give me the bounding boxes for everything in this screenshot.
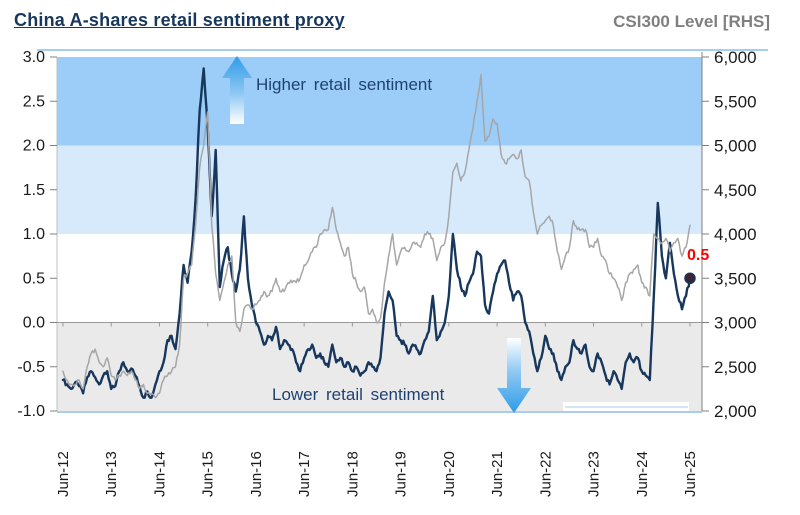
down-arrow-icon [497,338,531,413]
high-sentiment-zone [57,57,702,146]
right-axis-tick-label: 5,500 [714,92,757,111]
elevated-sentiment-zone [57,145,702,234]
x-axis-tick-label: Jun-20 [441,451,458,497]
page-title: China A-shares retail sentiment proxy [14,10,345,30]
x-axis-tick-label: Jun-22 [537,451,554,497]
x-axis-tick-label: Jun-21 [489,451,506,497]
x-axis-tick-label: Jun-24 [634,451,651,497]
right-axis-title: CSI300 Level [RHS] [613,12,770,31]
lower-sentiment-label: Lower retail sentiment [272,385,445,404]
x-axis-tick-label: Jun-13 [103,451,120,497]
left-axis-tick-label: 0.5 [23,270,45,287]
x-axis-tick-label: Jun-17 [296,451,313,497]
right-axis-tick-label: 3,500 [714,269,757,288]
x-axis-tick-label: Jun-25 [682,451,699,497]
csi300-line [62,73,691,399]
x-axis-tick-label: Jun-19 [393,451,410,497]
right-axis-tick-label: 5,000 [714,137,757,156]
right-axis-tick-label: 6,000 [714,48,757,67]
left-axis-tick-label: 2.0 [23,138,45,155]
left-axis-tick-label: 3.0 [23,49,45,66]
left-axis-tick-label: 1.5 [23,182,45,199]
x-axis-tick-label: Jun-23 [586,451,603,497]
x-axis-tick-label: Jun-16 [248,451,265,497]
left-axis-tick-label: 1.0 [23,226,45,243]
last-point-marker [684,272,696,284]
right-axis-tick-label: 3,000 [714,314,757,333]
higher-sentiment-label: Higher retail sentiment [256,75,433,94]
left-axis-tick-label: 2.5 [23,93,45,110]
right-axis-tick-label: 4,000 [714,225,757,244]
right-axis-tick-label: 2,000 [714,402,757,421]
sentiment-line [61,67,692,399]
x-axis-tick-label: Jun-14 [151,451,168,497]
left-axis-tick-label: 0.0 [23,315,45,332]
x-axis-tick-label: Jun-18 [344,451,361,497]
last-value-label: 0.5 [687,247,710,264]
right-axis-tick-label: 2,500 [714,358,757,377]
left-axis-tick-label: -1.0 [17,403,45,420]
right-axis-tick-label: 4,500 [714,181,757,200]
x-axis-tick-label: Jun-12 [55,451,72,497]
header-divider [37,49,768,51]
left-axis-tick-label: -0.5 [17,359,45,376]
x-axis-tick-label: Jun-15 [200,451,217,497]
up-arrow-icon [222,56,252,124]
